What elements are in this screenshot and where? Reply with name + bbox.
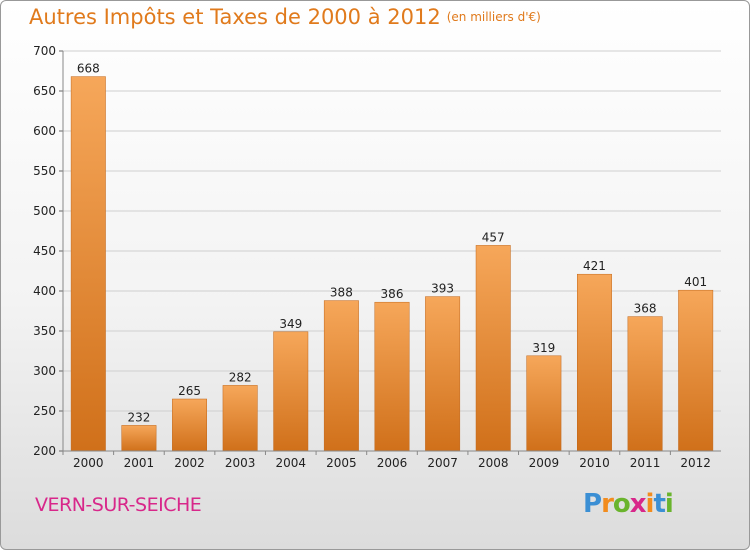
logo-letter: r — [601, 489, 614, 519]
bar-value-label: 282 — [229, 370, 252, 384]
bar-value-label: 319 — [532, 341, 555, 355]
x-tick-label: 2010 — [579, 456, 610, 470]
bar-value-label: 349 — [279, 317, 302, 331]
bar-2009 — [526, 355, 562, 452]
bar-value-label: 368 — [634, 302, 657, 316]
x-tick-label: 2008 — [478, 456, 509, 470]
logo-letter: i — [664, 489, 674, 519]
y-tick-label: 600 — [33, 124, 56, 138]
chart-title: Autres Impôts et Taxes de 2000 à 2012 (en… — [29, 5, 541, 29]
x-tick-label: 2007 — [427, 456, 458, 470]
x-tick-label: 2001 — [124, 456, 155, 470]
y-axis: 200 250 300 350 400 450 500 550 600 650 700 — [33, 44, 64, 458]
x-tick-label: 2004 — [275, 456, 306, 470]
chart-title-text: Autres Impôts et Taxes de 2000 à 2012 — [29, 5, 441, 29]
bar-2007 — [425, 296, 461, 452]
logo-letter: P — [583, 489, 602, 519]
bar-value-label: 421 — [583, 259, 606, 273]
bar-value-label: 401 — [684, 275, 707, 289]
logo-letter: x — [629, 489, 647, 519]
x-tick-label: 2005 — [326, 456, 357, 470]
bar-2011 — [627, 316, 663, 452]
x-tick-label: 2009 — [529, 456, 560, 470]
x-tick-label: 2000 — [73, 456, 104, 470]
bar-2005 — [323, 300, 359, 452]
x-tick-label: 2011 — [630, 456, 661, 470]
y-tick-label: 250 — [33, 404, 56, 418]
x-tick-label: 2012 — [680, 456, 711, 470]
y-tick-label: 650 — [33, 84, 56, 98]
y-tick-label: 550 — [33, 164, 56, 178]
bar-2001 — [121, 425, 157, 452]
bar-2008 — [475, 245, 511, 452]
x-tick-label: 2006 — [377, 456, 408, 470]
commune-name: VERN-SUR-SEICHE — [35, 494, 202, 516]
y-tick-label: 450 — [33, 244, 56, 258]
proxiti-logo: Proxiti — [583, 489, 674, 519]
y-tick-label: 700 — [33, 44, 56, 58]
bar-value-label: 265 — [178, 384, 201, 398]
bar-2012 — [678, 289, 714, 452]
y-tick-label: 200 — [33, 444, 56, 458]
bars: 668 232 265 282 349 388 386 393 457 319 421 368 401 — [70, 62, 714, 452]
logo-letter: o — [612, 489, 631, 519]
bar-value-label: 457 — [482, 230, 505, 244]
x-tick-label: 2002 — [174, 456, 205, 470]
x-axis: 2000 2001 2002 2003 2004 2005 2006 2007 2008 2009… — [62, 450, 721, 470]
bar-value-label: 232 — [127, 410, 150, 424]
logo-letter: i — [645, 489, 655, 519]
y-tick-label: 350 — [33, 324, 56, 338]
x-tick-label: 2003 — [225, 456, 256, 470]
bar-value-label: 386 — [381, 287, 404, 301]
y-tick-label: 400 — [33, 284, 56, 298]
bar-2006 — [374, 301, 410, 452]
bar-2004 — [273, 331, 309, 452]
bar-value-label: 388 — [330, 286, 353, 300]
chart-title-unit: (en milliers d'€) — [446, 10, 541, 24]
bar-2003 — [222, 385, 258, 452]
bar-value-label: 393 — [431, 282, 454, 296]
logo-letter: t — [653, 489, 665, 519]
y-tick-label: 500 — [33, 204, 56, 218]
bar-2010 — [577, 273, 612, 452]
bar-value-label: 668 — [77, 62, 100, 76]
bar-2002 — [172, 398, 207, 452]
y-tick-label: 300 — [33, 364, 56, 378]
bar-2000 — [70, 76, 106, 452]
